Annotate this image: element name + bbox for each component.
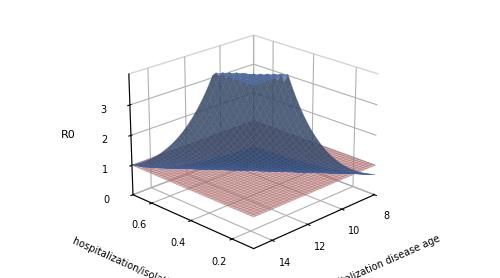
X-axis label: minimum hospitalization disease age: minimum hospitalization disease age <box>271 233 442 278</box>
Y-axis label: hospitalization/isolation parameter: hospitalization/isolation parameter <box>71 235 231 278</box>
